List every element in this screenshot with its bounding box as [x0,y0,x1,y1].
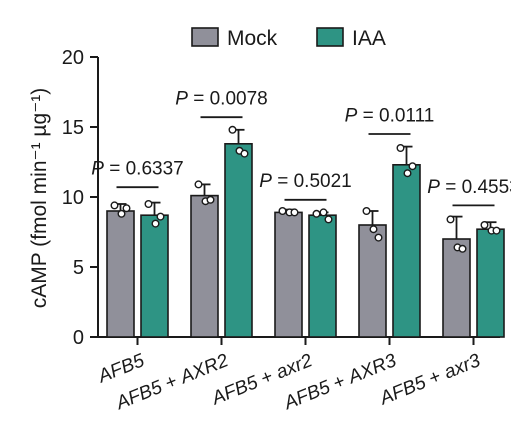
p-value-label: P = 0.5021 [259,171,351,192]
bar-mock-2 [274,211,303,338]
x-tick-label: AFB5 [95,350,148,388]
y-tick-label: 5 [73,257,84,279]
data-point [374,233,383,242]
data-point [319,208,328,217]
data-point [240,149,249,158]
x-tick-label-part: AFB5 [208,372,261,410]
y-tick-label: 20 [62,47,84,69]
p-value-label: P = 0.6337 [91,159,183,180]
bar-iaa-4 [476,228,505,338]
x-tick-label-part: AFB5 [95,350,148,388]
p-value-prefix: P [345,105,358,126]
p-value-text: = 0.0111 [357,105,434,126]
p-value-text: = 0.6337 [104,159,184,180]
data-point [362,206,371,215]
data-point [144,199,153,208]
p-value-prefix: P [91,159,104,180]
bar-mock-4 [442,238,471,338]
data-point [458,244,467,253]
p-value-text: = 0.4553 [440,177,511,198]
bar-mock-0 [106,210,135,338]
data-point [396,143,405,152]
data-point [110,201,119,210]
y-axis-label: cAMP (fmol min⁻¹ µg⁻¹) [28,88,51,309]
data-point [290,208,299,217]
p-value-prefix: P [259,171,272,192]
data-point [480,220,489,229]
x-tick-label-part: AXR3 [345,350,400,389]
data-point [156,212,165,221]
data-point [312,209,321,218]
data-point [228,125,237,134]
bar-iaa-0 [140,214,169,338]
legend: Mock IAA [191,27,386,50]
x-tick-label-part: AFB5 [376,372,429,410]
y-tick-label: 10 [62,187,84,209]
p-value-text: = 0.5021 [272,171,352,192]
y-tick-label: 15 [62,117,84,139]
y-tick-label: 0 [73,327,84,349]
data-point [324,215,333,224]
legend-label-mock: Mock [227,27,278,50]
legend-swatch-iaa [316,27,344,47]
bars [106,143,505,338]
x-tick-label-part: axr3 [441,350,484,383]
p-value-label: P = 0.4553 [427,177,511,198]
data-point [492,226,501,235]
bar-iaa-1 [224,143,253,338]
data-point [151,219,160,228]
data-points [110,125,501,253]
x-tick-label-part: AFB5 [112,377,165,415]
x-tick-label-part: axr2 [273,350,316,383]
x-tick-label-part: AXR2 [177,350,232,389]
legend-label-iaa: IAA [352,27,386,50]
data-point [369,225,378,234]
data-point [117,209,126,218]
data-point [122,204,131,213]
data-point [278,206,287,215]
data-point [206,195,215,204]
y-axis: 0 5 10 15 20 [62,47,99,349]
legend-swatch-mock [191,27,219,47]
p-value-prefix: P [175,89,188,110]
bar-mock-1 [190,194,219,338]
bar-iaa-2 [308,214,337,338]
p-value-prefix: P [427,177,440,198]
p-value-label: P = 0.0111 [345,105,435,126]
bar-iaa-3 [392,164,421,338]
p-value-label: P = 0.0078 [175,89,267,110]
data-point [194,180,203,189]
data-point [403,169,412,178]
bar-mock-3 [358,224,387,338]
x-tick-label-part: AFB5 [280,377,333,415]
data-point [446,215,455,224]
data-point [408,162,417,171]
p-value-text: = 0.0078 [188,89,268,110]
